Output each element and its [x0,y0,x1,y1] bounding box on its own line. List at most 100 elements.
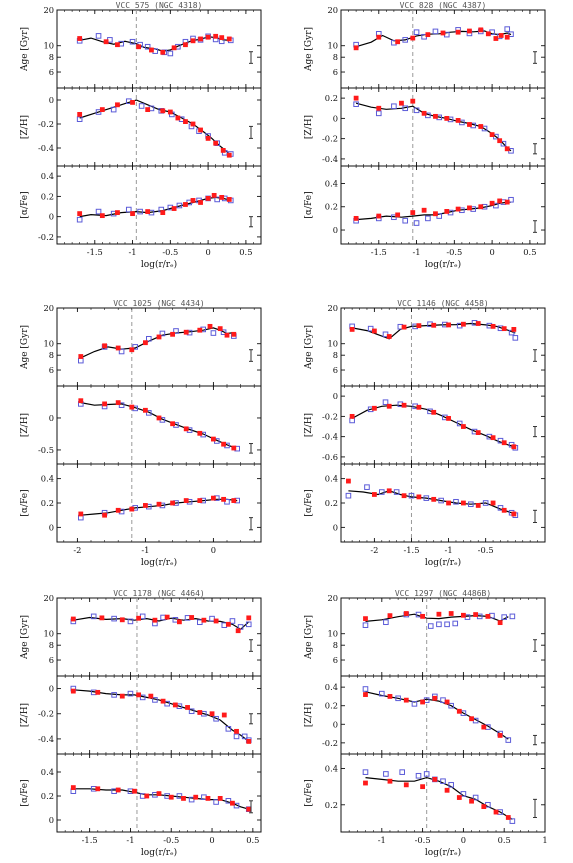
filled-square-point [461,321,466,327]
filled-square-point [399,100,404,106]
y-tick-label: -0.6 [322,452,338,462]
x-tick-label: -0.5 [162,247,178,257]
x-axis-title: log(r/rₑ) [141,259,177,270]
open-square-point [213,799,219,805]
filled-square-point [145,209,151,214]
filled-square-point [183,498,189,503]
y-tick-label: 0.4 [325,474,338,484]
filled-square-point [420,784,425,790]
y-tick-label: 10 [43,339,54,349]
filled-square-point [489,132,495,137]
open-square-point [127,690,134,697]
filled-square-point [431,496,437,502]
filled-square-point [115,787,121,793]
filled-square-point [497,620,503,626]
filled-square-point [144,793,150,799]
panel-1: 6 810 20 Age [Gyr] [20,5,262,89]
open-square-point [497,505,504,511]
filled-square-point [167,109,173,115]
y-tick-label: 0.2 [325,800,338,810]
y-tick-label: 0.4 [325,178,338,188]
filled-square-point [478,124,484,129]
y-tick-label: -0.4 [38,734,54,744]
filled-square-point [205,136,211,141]
filled-square-point [246,615,252,621]
model-line [80,402,235,448]
filled-square-point [421,207,427,213]
y-tick-label: 0.2 [325,498,338,508]
filled-square-point [160,210,166,215]
filled-square-point [490,435,496,441]
open-square-point [229,618,236,624]
panel-frame [56,307,262,387]
y-tick-label: -0.2 [322,738,338,748]
x-tick-label: -0.5 [415,835,431,845]
panel-frame [56,165,262,245]
filled-square-point [143,503,148,508]
chart-title: VCC 828 (NGC 4387) [400,1,487,10]
open-square-point [127,618,134,625]
filled-square-point [205,34,211,40]
filled-square-point [213,33,219,39]
filled-square-point [129,404,135,410]
y-tick-label: -0.2 [38,119,54,129]
open-square-point [425,215,431,222]
y-tick-label: 0.2 [325,202,338,212]
y-axis-title: [α/Fe] [20,191,30,218]
open-square-point [427,623,434,629]
filled-square-point [183,329,189,335]
panel-1: 6 810 20 Age [Gyr] [304,593,546,677]
y-tick-label: 0.2 [325,93,338,103]
filled-square-point [224,332,230,338]
x-tick-label: -0.5 [163,835,179,845]
open-square-point [345,492,352,499]
y-axis-title: Age [Gyr] [20,27,30,72]
y-axis-title: [α/Fe] [304,191,314,218]
filled-square-point [183,426,189,432]
filled-square-point [198,36,203,42]
panel-frame [56,9,262,89]
open-square-point [152,697,158,703]
filled-square-point [401,402,407,408]
x-tick-label: 0 [211,545,216,555]
open-square-point [221,622,228,628]
filled-square-point [444,115,450,121]
filled-square-point [78,398,84,404]
chart-title: VCC 1178 (NGC 4464) [113,589,205,598]
filled-square-point [77,211,83,217]
filled-square-point [219,195,225,200]
filled-square-point [481,804,487,810]
filled-square-point [403,697,409,703]
y-axis-title: [Z/H] [20,115,30,139]
filled-square-point [198,127,203,133]
filled-square-point [115,42,120,48]
x-tick-label: -1 [141,545,149,555]
y-tick-label: 10 [43,629,54,639]
open-square-point [399,769,405,775]
filled-square-point [156,334,162,340]
filled-square-point [77,36,83,41]
filled-square-point [129,506,135,512]
panel-frame [340,385,546,465]
open-square-point [237,624,244,630]
filled-square-point [387,778,393,784]
x-tick-label: -1 [129,247,137,257]
filled-square-point [446,416,451,421]
filled-square-point [170,331,175,337]
filled-square-point [501,326,507,332]
filled-square-point [410,210,416,215]
panel-2: -0.2 0 0.2 0.4 [Z/H] [304,675,546,755]
filled-square-point [156,415,162,421]
filled-square-point [193,794,199,800]
chart-title: VCC 1297 (NGC 4486B) [395,589,491,598]
open-square-point [362,622,369,628]
y-tick-label: 0.2 [41,791,54,801]
panel-3: -0.2 0 0.2 0.4 [α/Fe] [20,165,262,245]
filled-square-point [231,445,237,451]
open-square-point [408,492,415,499]
x-tick-label: 0 [461,835,466,845]
filled-square-point [136,44,141,50]
x-tick-label: -1.5 [87,247,103,257]
y-axis-title: [Z/H] [304,413,314,437]
open-square-point [413,107,420,114]
